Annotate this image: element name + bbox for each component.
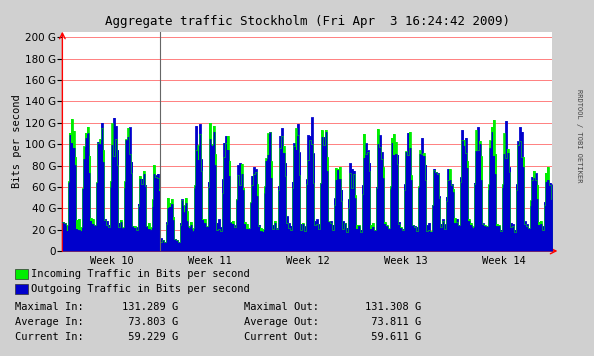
Text: 59.611 G: 59.611 G — [365, 333, 422, 342]
Text: Maximal In:: Maximal In: — [15, 302, 84, 312]
Text: 131.289 G: 131.289 G — [122, 302, 178, 312]
Text: 59.229 G: 59.229 G — [122, 333, 178, 342]
Text: Incoming Traffic in Bits per second: Incoming Traffic in Bits per second — [31, 269, 249, 279]
Text: Maximal Out:: Maximal Out: — [244, 302, 318, 312]
Title: Aggregate traffic Stockholm (Fri Apr  3 16:24:42 2009): Aggregate traffic Stockholm (Fri Apr 3 1… — [105, 15, 510, 28]
Text: Average Out:: Average Out: — [244, 317, 318, 327]
Text: Average In:: Average In: — [15, 317, 84, 327]
Text: 73.811 G: 73.811 G — [365, 317, 422, 327]
Y-axis label: Bits per second: Bits per second — [12, 95, 22, 188]
Text: Current In:: Current In: — [15, 333, 84, 342]
Text: RRDTOOL / TOBI OETIKER: RRDTOOL / TOBI OETIKER — [576, 89, 582, 182]
Text: Outgoing Traffic in Bits per second: Outgoing Traffic in Bits per second — [31, 284, 249, 294]
Text: 73.803 G: 73.803 G — [122, 317, 178, 327]
Text: Current Out:: Current Out: — [244, 333, 318, 342]
Text: 131.308 G: 131.308 G — [365, 302, 422, 312]
